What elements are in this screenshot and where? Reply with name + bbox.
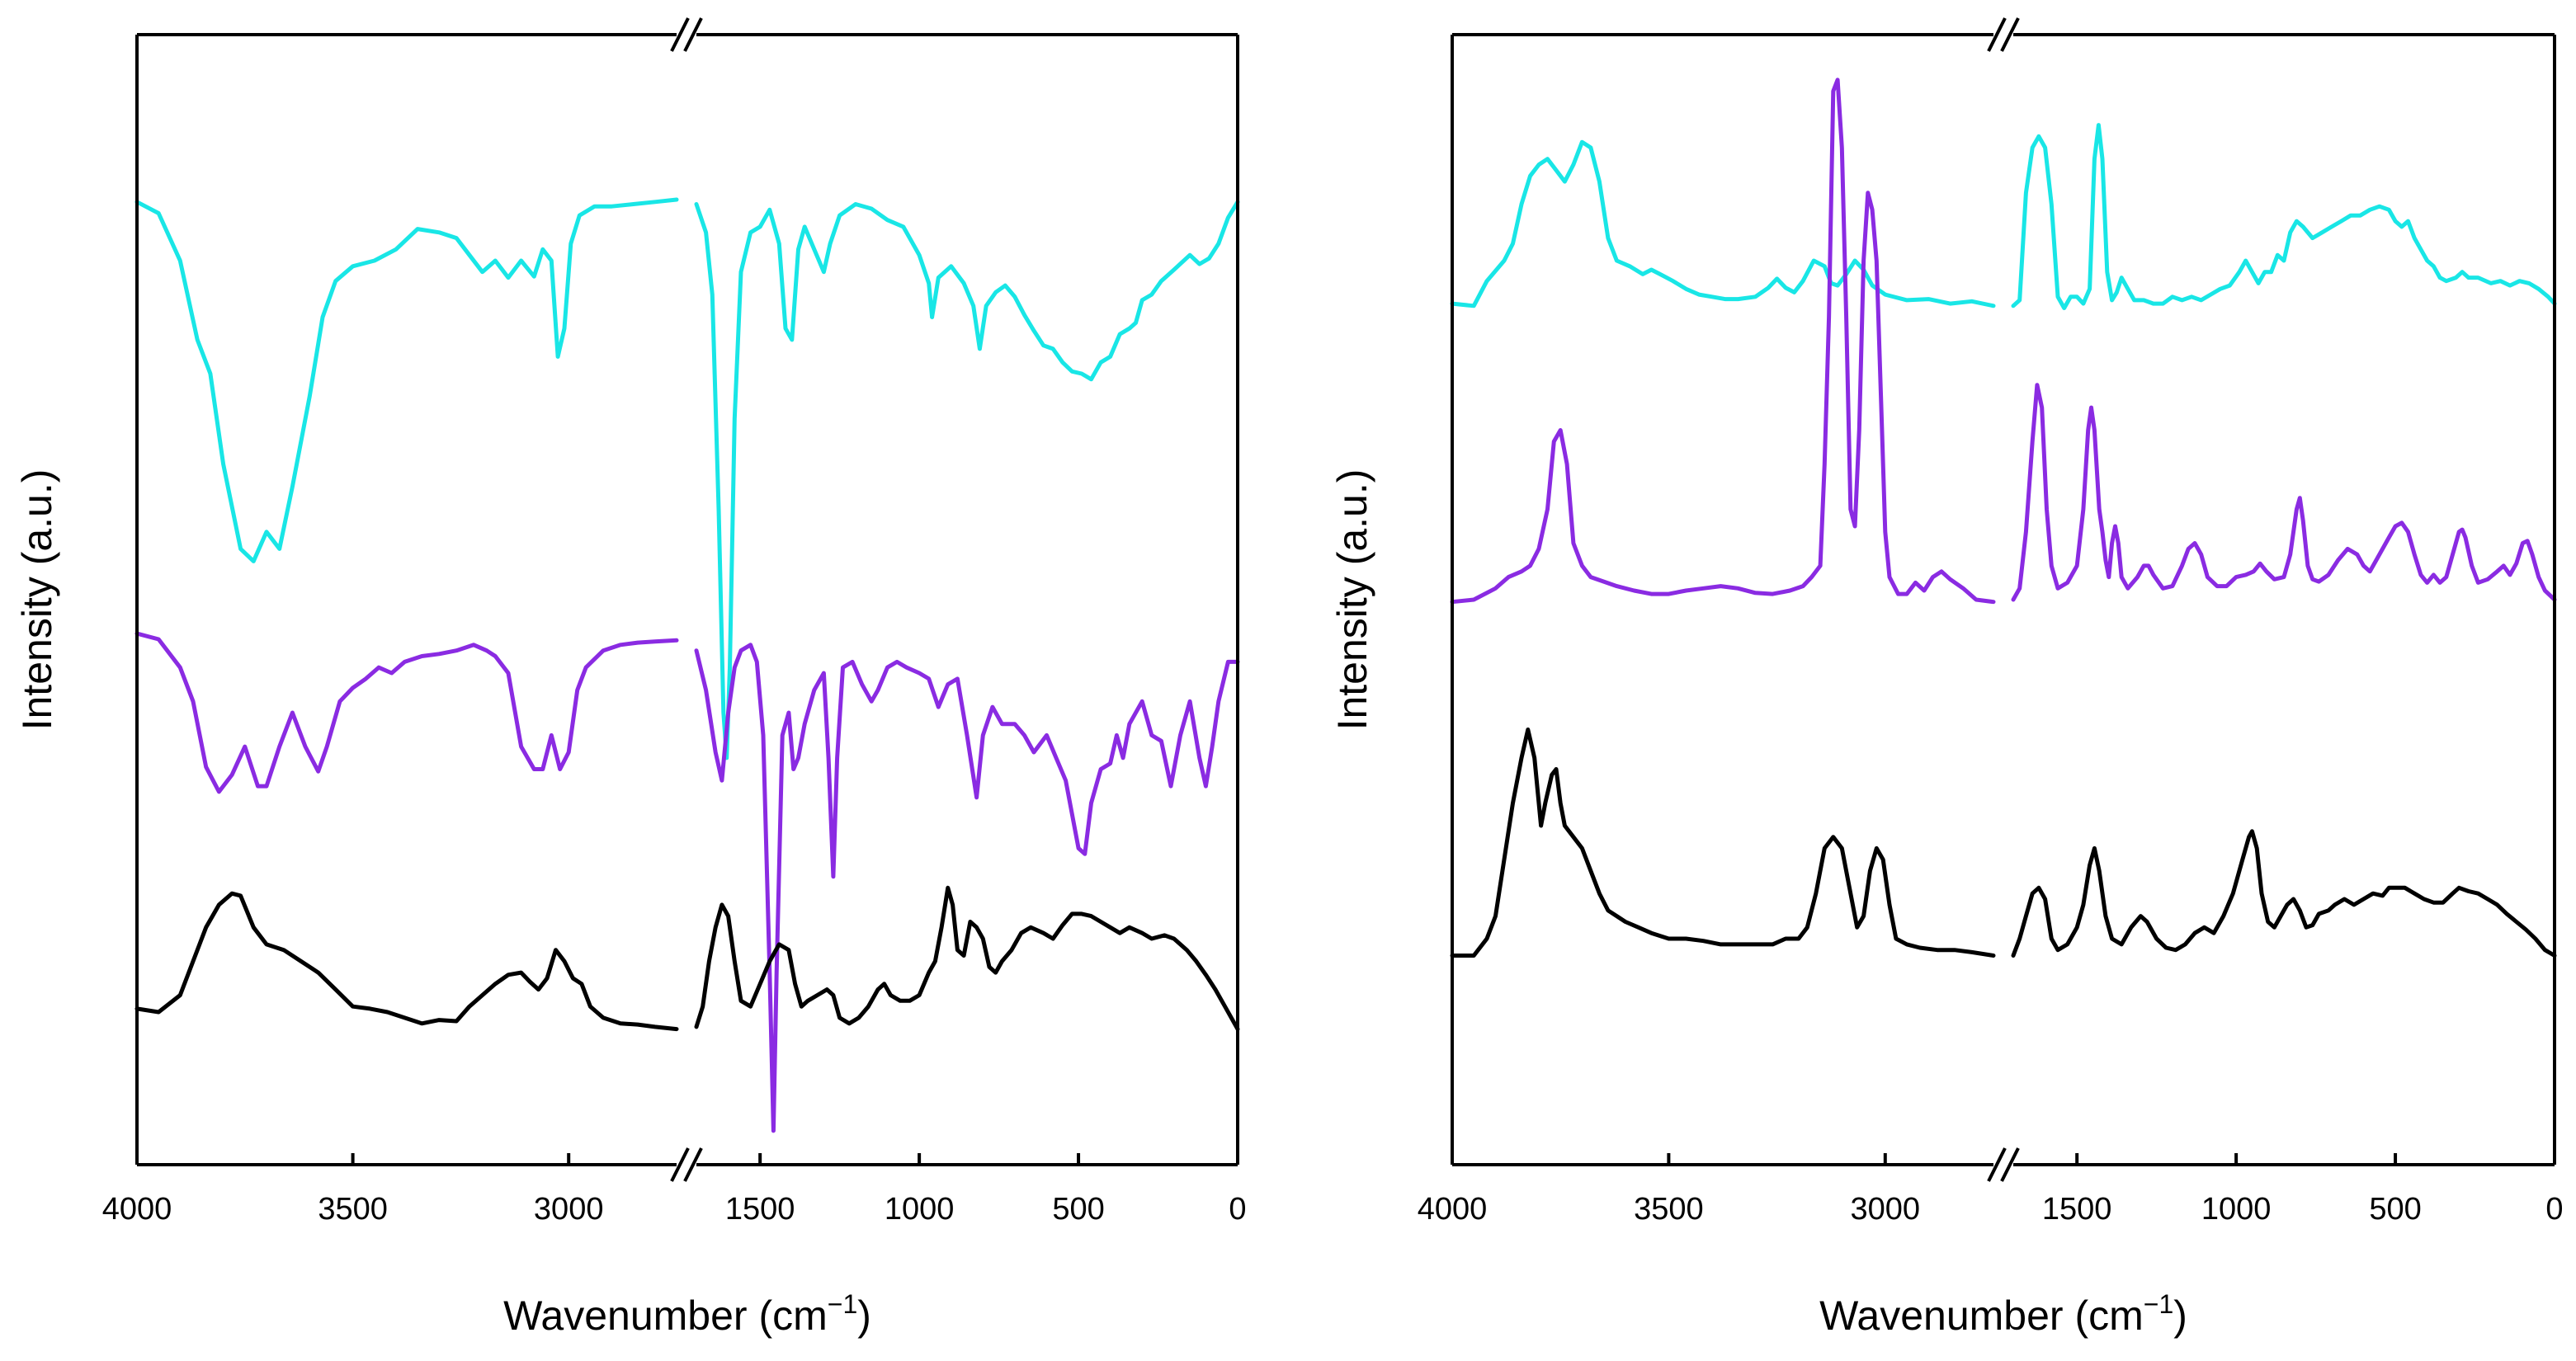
left-x-tick-label-1000: 1000 xyxy=(885,1192,955,1227)
right-axis-break-mark-top-1 xyxy=(1987,17,2007,52)
right-y-axis-title: Intensity (a.u.) xyxy=(1329,469,1375,731)
left-x-tick-label-0: 0 xyxy=(1229,1192,1246,1227)
right-x-tick-label-0: 0 xyxy=(2545,1192,2563,1227)
right-series-cyan-segment-2 xyxy=(2011,123,2557,310)
right-axis-break-mark-bottom-2 xyxy=(2000,1147,2020,1182)
left-axis-break-mark-top-1 xyxy=(670,17,690,52)
right-axis-break-mark-bottom-1 xyxy=(1987,1147,2007,1182)
right-axis-break-mark-top-2 xyxy=(2000,17,2020,52)
left-series-violet-segment-1 xyxy=(134,631,679,794)
left-chart-panel: 4000 3500 3000 1500 1000 500 0 Wavenumber (cm−1… xyxy=(14,17,1247,1339)
left-series-cyan-segment-1 xyxy=(134,197,679,563)
right-x-axis-title: Wavenumber (cm−1) xyxy=(1819,1289,2187,1339)
right-x-tick-label-500: 500 xyxy=(2369,1192,2421,1227)
right-series-black-segment-2 xyxy=(2011,829,2557,958)
left-axis-break-mark-top-2 xyxy=(683,17,703,52)
left-series-black-segment-2 xyxy=(694,885,1240,1032)
right-x-tick-label-3000: 3000 xyxy=(1851,1192,1921,1227)
left-x-tick-label-3500: 3500 xyxy=(318,1192,388,1227)
left-series-cyan-segment-2 xyxy=(694,200,1240,761)
left-x-tick-label-4000: 4000 xyxy=(102,1192,172,1227)
left-series-black-segment-1 xyxy=(134,891,679,1032)
left-axis-break-mark-bottom-2 xyxy=(683,1147,703,1182)
left-x-tick-label-3000: 3000 xyxy=(534,1192,604,1227)
left-series-violet-segment-2 xyxy=(694,643,1240,1133)
right-x-tick-label-1000: 1000 xyxy=(2201,1192,2272,1227)
right-series-violet-segment-2 xyxy=(2011,383,2557,602)
left-y-axis-title: Intensity (a.u.) xyxy=(14,469,60,731)
right-series-cyan-segment-1 xyxy=(1450,139,1996,308)
left-x-tick-label-500: 500 xyxy=(1052,1192,1104,1227)
right-x-tick-label-1500: 1500 xyxy=(2042,1192,2112,1227)
right-series-violet-segment-1 xyxy=(1450,78,1996,605)
right-chart-panel: 4000 3500 3000 1500 1000 500 0 Wavenumber (cm−1… xyxy=(1329,17,2564,1339)
left-axis-break-mark-bottom-1 xyxy=(670,1147,690,1182)
left-x-tick-label-1500: 1500 xyxy=(725,1192,795,1227)
right-series-black-segment-1 xyxy=(1450,728,1996,958)
right-x-tick-label-4000: 4000 xyxy=(1418,1192,1488,1227)
left-x-axis-title: Wavenumber (cm−1) xyxy=(503,1289,871,1339)
right-x-tick-label-3500: 3500 xyxy=(1634,1192,1704,1227)
